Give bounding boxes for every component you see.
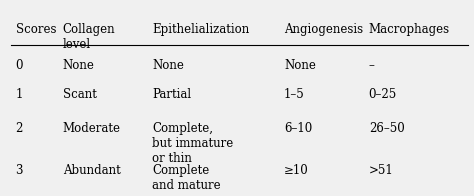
Text: Abundant: Abundant (63, 164, 120, 177)
Text: –: – (369, 59, 374, 72)
Text: Collagen
level: Collagen level (63, 23, 115, 51)
Text: 6–10: 6–10 (284, 122, 312, 135)
Text: Scores: Scores (16, 23, 56, 36)
Text: Complete,
but immature
or thin: Complete, but immature or thin (152, 122, 233, 165)
Text: Partial: Partial (152, 88, 191, 101)
Text: 1: 1 (16, 88, 23, 101)
Text: 26–50: 26–50 (369, 122, 404, 135)
Text: None: None (152, 59, 184, 72)
Text: ≥10: ≥10 (284, 164, 309, 177)
Text: Angiogenesis: Angiogenesis (284, 23, 363, 36)
Text: Scant: Scant (63, 88, 97, 101)
Text: Complete
and mature: Complete and mature (152, 164, 221, 192)
Text: Epithelialization: Epithelialization (152, 23, 249, 36)
Text: 3: 3 (16, 164, 23, 177)
Text: Macrophages: Macrophages (369, 23, 450, 36)
Text: 0–25: 0–25 (369, 88, 397, 101)
Text: 1–5: 1–5 (284, 88, 305, 101)
Text: 2: 2 (16, 122, 23, 135)
Text: None: None (284, 59, 316, 72)
Text: >51: >51 (369, 164, 393, 177)
Text: Moderate: Moderate (63, 122, 120, 135)
Text: 0: 0 (16, 59, 23, 72)
Text: None: None (63, 59, 94, 72)
